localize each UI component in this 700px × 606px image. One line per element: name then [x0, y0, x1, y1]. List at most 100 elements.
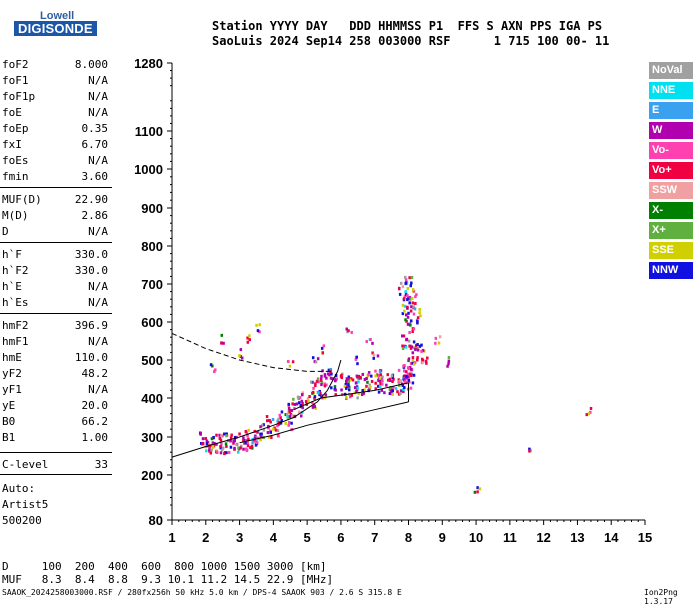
data-point — [420, 349, 423, 353]
data-point — [359, 375, 362, 379]
data-point — [211, 364, 214, 368]
data-point — [276, 419, 279, 423]
data-point — [335, 377, 338, 381]
data-point — [377, 373, 381, 377]
data-point — [256, 430, 259, 434]
data-point — [404, 281, 407, 285]
y-tick-label: 1100 — [135, 124, 163, 139]
data-point — [246, 444, 250, 448]
data-point — [411, 330, 414, 334]
param-name: foEp — [2, 122, 29, 135]
data-point — [215, 442, 218, 446]
data-point — [476, 486, 479, 490]
data-point — [361, 389, 364, 393]
param-name: B1 — [2, 431, 16, 444]
data-point — [377, 390, 381, 394]
data-point — [239, 444, 243, 448]
data-point — [355, 355, 359, 359]
data-point — [209, 451, 213, 455]
data-point — [280, 410, 284, 414]
param-value: 0.35 — [81, 122, 109, 135]
data-point — [320, 383, 323, 387]
data-point — [276, 424, 279, 428]
data-point — [288, 420, 291, 424]
data-point — [406, 286, 410, 290]
data-point — [237, 446, 240, 450]
data-point — [311, 405, 315, 409]
data-point — [408, 297, 412, 301]
data-point — [405, 374, 408, 378]
data-point — [367, 389, 370, 393]
data-point — [357, 391, 361, 395]
data-point — [235, 443, 238, 447]
data-point — [301, 391, 305, 395]
data-point — [412, 327, 416, 331]
data-point — [413, 307, 417, 311]
data-point — [334, 393, 337, 397]
data-point — [370, 374, 373, 378]
data-point — [242, 447, 245, 451]
data-point — [409, 309, 413, 313]
station-header: Station YYYY DAY DDD HHMMSS P1 FFS S AXN… — [212, 19, 609, 49]
data-point — [414, 295, 417, 299]
data-point — [247, 437, 250, 441]
data-point — [425, 361, 428, 365]
data-point — [220, 433, 223, 437]
data-point — [208, 448, 211, 452]
data-point — [291, 414, 294, 418]
data-point — [405, 280, 408, 284]
param-name: hmE — [2, 351, 22, 364]
data-point — [297, 410, 301, 414]
param-name: yF2 — [2, 367, 22, 380]
data-point — [412, 312, 416, 316]
data-point — [218, 433, 221, 437]
data-point — [340, 388, 343, 392]
x-tick-label: 11 — [503, 530, 517, 545]
data-point — [365, 384, 368, 388]
data-point — [401, 384, 405, 388]
data-point — [233, 446, 236, 450]
data-point — [204, 437, 207, 441]
data-point — [401, 347, 405, 351]
data-point — [589, 410, 592, 414]
data-point — [411, 358, 415, 362]
data-point — [227, 450, 231, 454]
param-name: foF1p — [2, 90, 36, 103]
data-point — [409, 386, 413, 390]
param-value: 3.60 — [81, 170, 109, 183]
data-point — [409, 361, 413, 365]
param-value: N/A — [88, 383, 108, 396]
data-point — [278, 413, 282, 417]
data-point — [408, 276, 411, 280]
data-point — [301, 406, 304, 410]
data-point — [333, 385, 337, 389]
data-point — [325, 376, 328, 380]
data-point — [233, 435, 237, 439]
data-point — [403, 309, 406, 313]
data-point — [201, 442, 204, 446]
data-point — [284, 413, 287, 417]
data-point — [298, 401, 301, 405]
data-point — [347, 329, 350, 333]
data-point — [406, 372, 410, 376]
y-tick-label: 1280 — [134, 56, 163, 71]
data-point — [279, 416, 282, 420]
data-point — [314, 382, 317, 386]
data-point — [260, 424, 264, 428]
param-value: N/A — [88, 335, 108, 348]
data-point — [404, 292, 408, 296]
data-point — [259, 432, 262, 436]
data-point — [416, 316, 420, 320]
data-point — [266, 419, 269, 423]
data-point — [246, 336, 249, 340]
data-point — [386, 378, 390, 382]
data-point — [402, 334, 406, 338]
data-point — [323, 382, 326, 386]
data-point — [447, 356, 451, 360]
data-point — [315, 379, 319, 383]
data-point — [410, 374, 413, 378]
param-name: foE — [2, 106, 22, 119]
data-point — [378, 385, 382, 389]
param-name: foF1 — [2, 74, 29, 87]
legend-item-x-: X+ — [649, 222, 693, 239]
